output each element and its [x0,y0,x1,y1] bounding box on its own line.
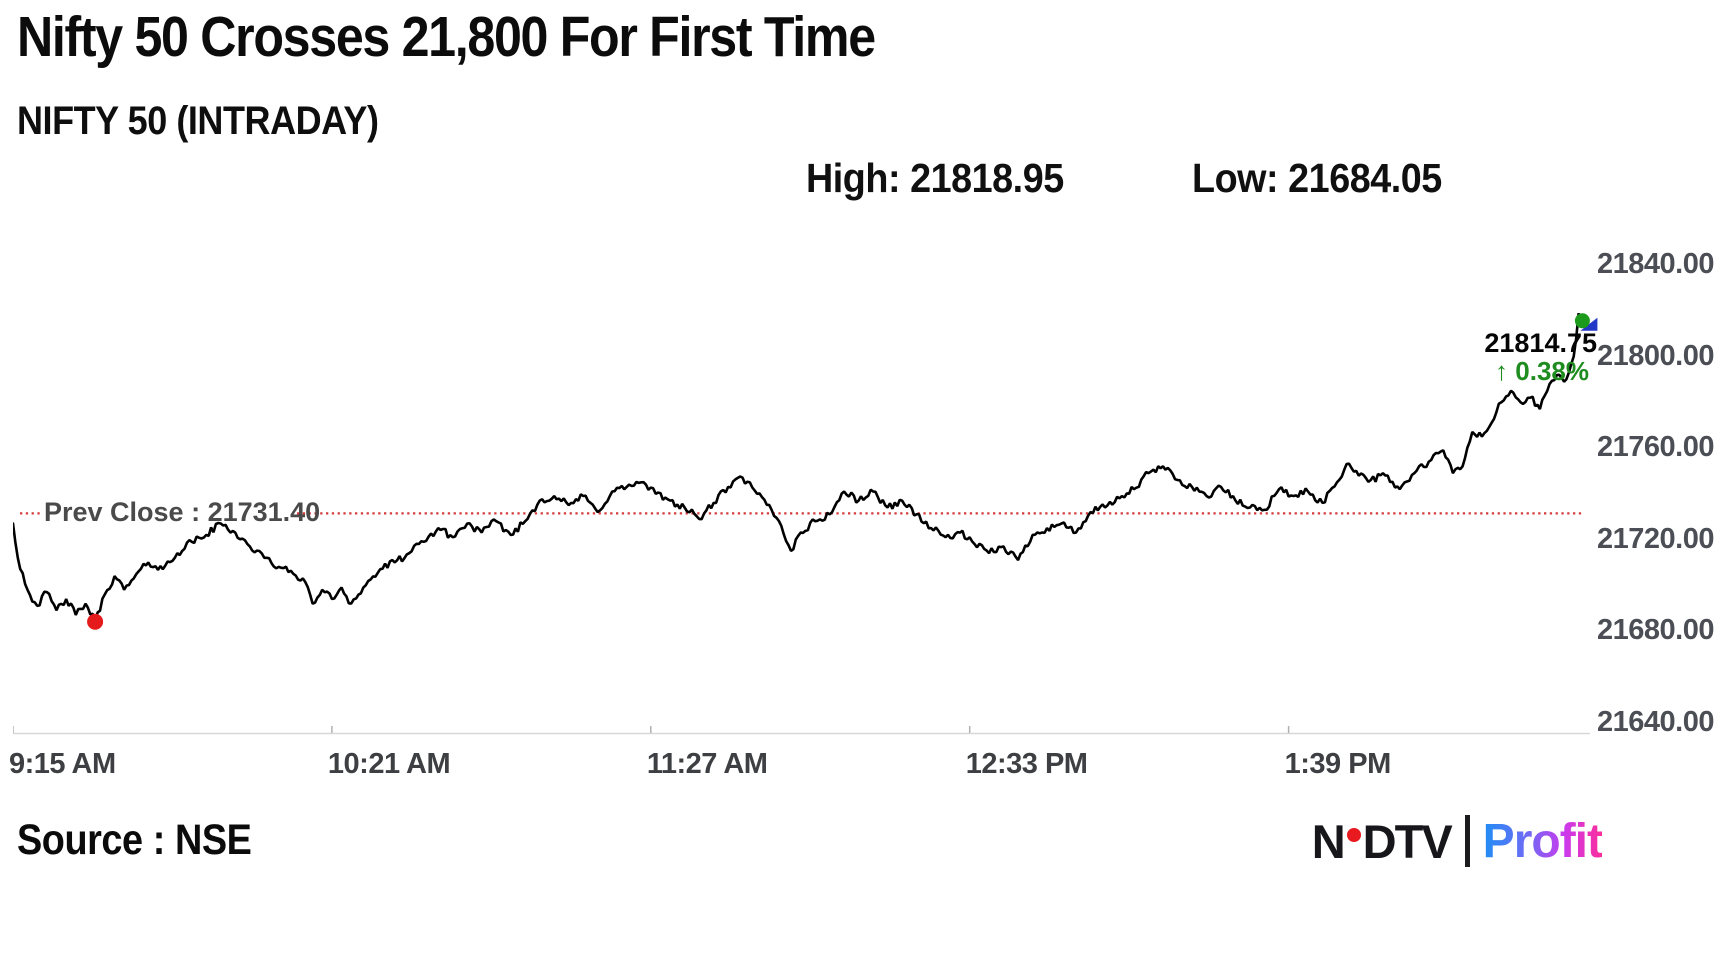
y-axis-label: 21680.00 [1597,614,1714,646]
price-line-chart [11,230,1608,738]
day-high-label: High: 21818.95 [806,155,1064,201]
x-axis-label: 12:33 PM [965,748,1088,780]
ndtv-profit-logo: N DTV Profit [1311,814,1603,869]
ndtv-red-dot-icon [1346,828,1361,842]
day-low-label: Low: 21684.05 [1192,155,1442,201]
ndtv-letter-n: N [1311,814,1346,868]
last-price-marker-dot [1574,313,1590,329]
y-axis-label: 21760.00 [1597,431,1714,463]
y-axis-label: 21720.00 [1597,522,1714,555]
percent-change-label: ↑ 0.38% [1495,356,1589,386]
chart-title: NIFTY 50 (INTRADAY) [17,99,379,143]
last-price-label: 21814.75 [1484,328,1597,358]
x-axis-label: 9:15 AM [9,748,116,780]
y-axis-label: 21840.00 [1597,248,1714,280]
last-price-marker-flag [1580,317,1598,331]
y-axis-label: 21640.00 [1597,705,1714,738]
ndtv-letters-dtv: DTV [1362,814,1453,868]
page-title: Nifty 50 Crosses 21,800 For First Time [17,5,876,69]
y-axis-label: 21800.00 [1597,339,1714,372]
x-axis-label: 10:21 AM [327,748,451,780]
source-attribution: Source : NSE [17,816,252,864]
x-axis-label: 11:27 AM [646,748,768,780]
logo-divider-bar [1464,815,1470,867]
profit-wordmark: Profit [1482,814,1603,868]
prev-close-label: Prev Close : 21731.40 [44,497,321,527]
ndtv-wordmark: N DTV [1311,814,1453,869]
x-axis-label: 1:39 PM [1284,748,1392,780]
price-line [11,312,1585,623]
low-marker-dot [87,613,104,630]
